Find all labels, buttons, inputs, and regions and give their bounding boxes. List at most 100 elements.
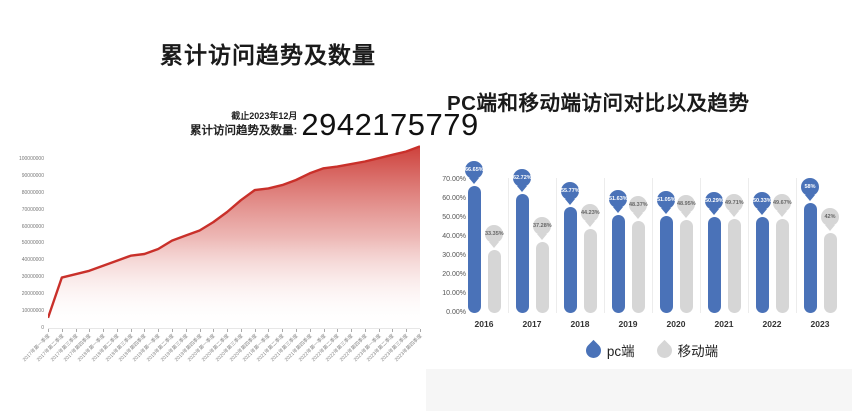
x-axis-tick: [144, 329, 146, 332]
pct-axis-label: 20.00%: [442, 271, 466, 278]
pc-value-bubble-2023: 58%: [801, 177, 819, 196]
pc-value-bubble-2019: 51.63%: [609, 189, 628, 208]
bubble-tail: [757, 209, 767, 216]
x-axis-tick: [89, 329, 91, 332]
x-axis-tick: [227, 329, 229, 332]
bubble-tail: [661, 208, 671, 214]
pct-axis-label: 30.00%: [442, 252, 466, 259]
x-axis-tick: [406, 329, 408, 332]
group-separator: [700, 178, 701, 313]
pc-bar-2020: [659, 216, 673, 313]
pc-bar-2023: [803, 202, 817, 313]
group-separator: [508, 178, 509, 313]
x-axis-tick: [61, 329, 63, 332]
y-axis-tick-label: 50000000: [21, 240, 44, 247]
area-chart: 0 10000000 20000000 30000000 40000000 5000000…: [0, 130, 430, 390]
mobile-bar-2017: [535, 242, 549, 313]
mobile-bar-2016: [487, 249, 501, 313]
x-axis-tick: [158, 329, 160, 332]
x-axis-tick: [213, 329, 215, 332]
y-axis-tick-label: 60000000: [21, 223, 44, 230]
year-label-2023: 2023: [810, 319, 830, 329]
x-axis-tick: [240, 329, 242, 332]
pc-bar-2022: [755, 217, 769, 313]
year-label-2020: 2020: [666, 319, 686, 329]
x-axis-tick: [323, 329, 325, 332]
x-axis-tick: [420, 329, 421, 332]
pc-bar-2018: [563, 207, 577, 313]
pc-value-bubble-2021: 50.29%: [705, 192, 724, 211]
pc-bar-2016: [467, 186, 481, 313]
annotation-label: 累计访问趋势及数量:: [190, 124, 298, 137]
y-axis-tick-label: 70000000: [21, 206, 44, 213]
x-axis-tick: [130, 329, 132, 332]
x-axis-tick: [296, 329, 297, 332]
bubble-tail: [633, 213, 643, 220]
y-axis-tick-label: 80000000: [21, 189, 44, 196]
footer-strip: [426, 369, 852, 411]
year-label-2018: 2018: [570, 319, 590, 329]
left-chart-title: 累计访问趋势及数量: [160, 42, 376, 68]
pct-axis-label: 70.00%: [442, 176, 466, 183]
annotation-date-note: 截止2023年12月: [231, 111, 298, 121]
mobile-bar-2018: [583, 228, 597, 313]
pc-bar-2017: [515, 193, 529, 313]
mobile-value-bubble-2022: 49.67%: [773, 193, 792, 212]
bubble-tail: [537, 234, 547, 241]
x-axis-tick: [199, 329, 201, 332]
right-chart-title: PC端和移动端访问对比以及趋势: [447, 92, 750, 115]
mobile-value-bubble-2017: 37.28%: [533, 217, 552, 236]
mobile-bar-2023: [823, 233, 837, 313]
group-separator: [604, 178, 605, 313]
pc-value-bubble-2017: 62.72%: [513, 168, 532, 187]
pct-axis-label: 0.00%: [446, 309, 466, 316]
trend-line: [48, 145, 420, 319]
group-separator: [748, 178, 749, 313]
year-label-2022: 2022: [762, 319, 782, 329]
x-axis-tick: [254, 329, 256, 332]
legend-label-mobile: 移动端: [677, 344, 719, 359]
bubble-tail: [489, 241, 499, 248]
x-axis-tick: [75, 329, 77, 332]
x-axis-line: [48, 328, 420, 329]
bubble-tail: [729, 210, 739, 217]
bubble-tail: [517, 185, 527, 192]
y-axis-tick-label: 90000000: [21, 173, 44, 180]
year-label-2021: 2021: [714, 319, 734, 329]
mobile-bar-2020: [679, 219, 693, 313]
x-axis-tick: [378, 329, 380, 332]
legend-item-pc: pc端: [582, 339, 635, 361]
pc-value-bubble-2020: 51.05%: [657, 191, 676, 209]
x-axis-tick: [337, 329, 339, 332]
annotation-labels: 截止2023年12月 累计访问趋势及数量:: [190, 110, 297, 140]
group-separator: [556, 178, 557, 313]
cumulative-annotation: 截止2023年12月 累计访问趋势及数量: 2942175779: [190, 107, 479, 143]
year-label-2017: 2017: [522, 319, 542, 329]
bubble-tail: [613, 206, 623, 213]
pct-axis-label: 50.00%: [442, 214, 466, 221]
area-chart-plot: [48, 145, 420, 328]
y-axis-tick-label: 20000000: [21, 290, 44, 297]
pc-drop-icon: [582, 339, 604, 361]
pct-axis-label: 10.00%: [442, 290, 466, 297]
mobile-value-bubble-2023: 42%: [821, 208, 839, 227]
group-separator: [652, 178, 653, 313]
pc-bar-2019: [611, 214, 625, 313]
x-axis-tick: [351, 329, 353, 332]
bubble-tail: [585, 220, 595, 227]
pc-value-bubble-2016: 66.65%: [465, 161, 484, 180]
cumulative-total-value: 2942175779: [301, 107, 479, 143]
area-fill: [48, 146, 420, 328]
x-axis-tick: [282, 329, 284, 332]
mobile-value-bubble-2018: 44.23%: [581, 203, 600, 222]
chart-legend: pc端 移动端: [460, 339, 844, 361]
bubble-tail: [565, 199, 575, 206]
pct-axis-label: 60.00%: [442, 195, 466, 202]
bubble-tail: [469, 178, 479, 185]
y-axis-tick-label: 0: [41, 324, 44, 331]
bubble-tail: [805, 194, 815, 201]
group-separator: [796, 178, 797, 313]
bubble-tail: [709, 209, 719, 216]
mobile-value-bubble-2020: 48.95%: [677, 194, 696, 213]
